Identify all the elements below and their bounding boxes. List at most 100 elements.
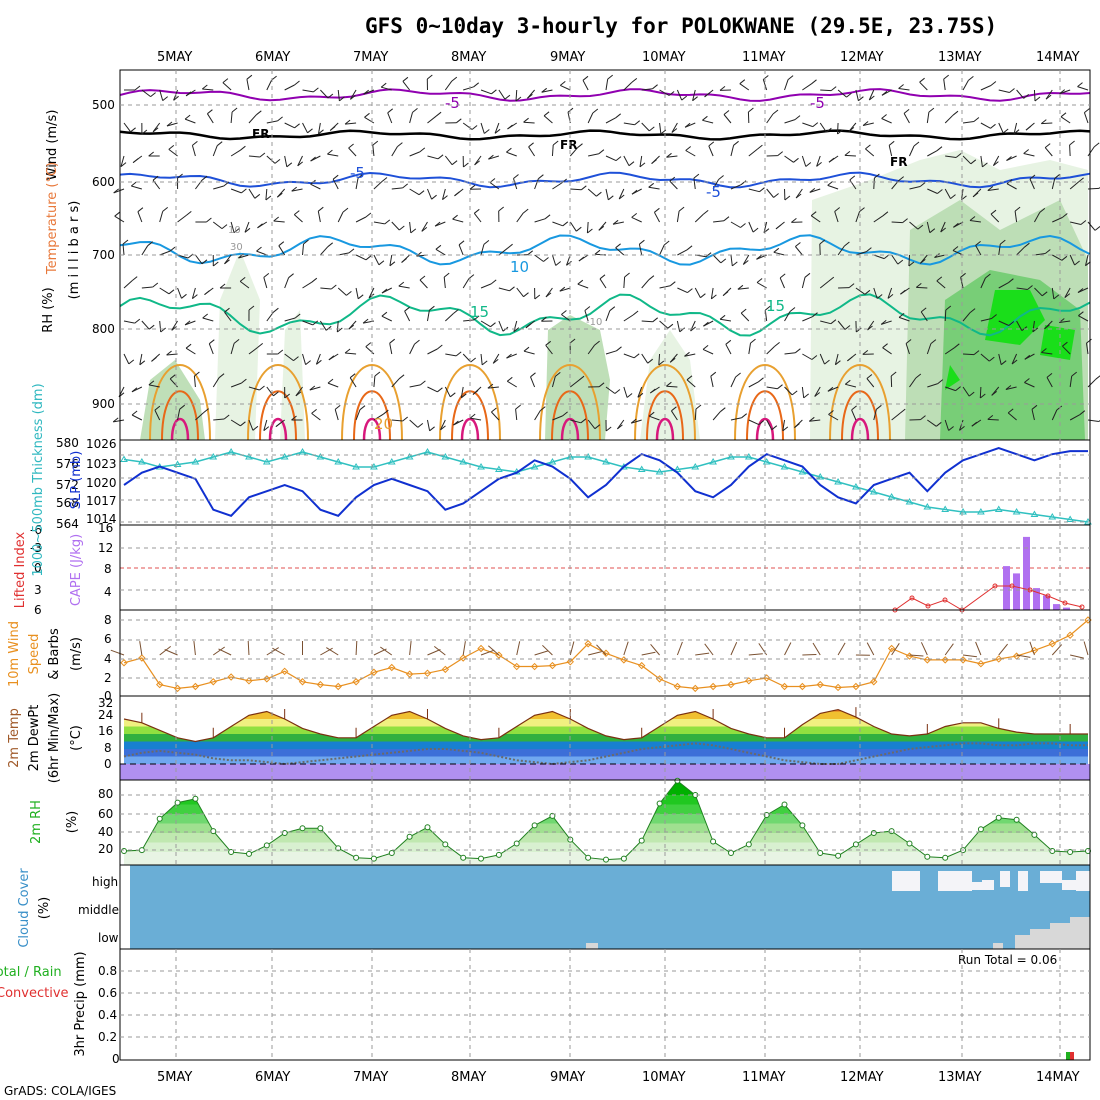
wind-barb xyxy=(641,88,653,91)
wind-barb-flag xyxy=(483,240,490,245)
wind-barb-flag xyxy=(223,414,230,420)
wind-barb xyxy=(159,646,172,656)
wind-barb xyxy=(1052,217,1063,223)
pressure-tick: 600 xyxy=(92,175,115,189)
wind-barb xyxy=(193,641,196,656)
wind-barb xyxy=(319,246,329,256)
wind-barb xyxy=(926,343,932,355)
wind-barb xyxy=(587,112,594,124)
wind-barb xyxy=(171,320,178,331)
wind-barb xyxy=(1086,343,1089,355)
rh-band xyxy=(124,833,1088,843)
wind-barb xyxy=(962,386,970,397)
wind-barb-flag xyxy=(1077,288,1084,293)
wind-barb-flag xyxy=(1041,291,1048,297)
thickness-point xyxy=(691,463,700,470)
wind-barb xyxy=(1062,345,1071,355)
wind-speed-point xyxy=(637,661,646,670)
rh-point xyxy=(246,850,252,857)
wind-barb xyxy=(748,221,754,233)
wind-barb xyxy=(364,116,375,124)
wind-barb xyxy=(266,647,279,656)
wind-barb-flag xyxy=(451,76,458,82)
rh-point xyxy=(995,814,1002,821)
wind-barb xyxy=(1069,181,1079,190)
rh-point xyxy=(478,855,484,862)
wind-barb xyxy=(1031,409,1035,421)
wind-barb xyxy=(773,251,785,256)
wind-barb-flag xyxy=(973,350,980,355)
wind-barb xyxy=(139,641,143,656)
wind-speed-point xyxy=(852,682,860,691)
wind-barb-flag xyxy=(147,241,154,247)
wind-barb xyxy=(873,409,877,421)
wind-barb xyxy=(317,211,321,223)
label-thickness: 1000~500mb Thickness (dm) xyxy=(31,383,46,576)
wind-barb-flag xyxy=(224,307,230,313)
wind-barb-flag xyxy=(491,89,497,95)
rh-point xyxy=(281,830,288,836)
wind-barb-flag xyxy=(741,413,748,419)
wind-barb xyxy=(302,281,313,289)
wind-barb-flag xyxy=(876,404,882,410)
wind-barb xyxy=(641,279,650,289)
wind-barb-flag xyxy=(311,409,317,414)
cape-tick: 16 xyxy=(98,521,113,535)
wind-barb-flag xyxy=(830,86,837,91)
rh-blob xyxy=(945,365,960,390)
temp-tick: 0 xyxy=(104,757,112,771)
wind-barb-flag xyxy=(837,129,843,135)
wind-barb-flag xyxy=(1078,311,1084,317)
wind-barb-flag xyxy=(881,90,888,96)
rh-point xyxy=(353,854,360,861)
wind-barb xyxy=(368,287,375,299)
thickness-point xyxy=(1048,513,1057,520)
cloud-clear xyxy=(1000,871,1010,887)
wind-barb-flag xyxy=(389,338,396,344)
contour-30 xyxy=(460,418,480,441)
wind-barb-flag xyxy=(328,355,335,361)
wind-barb xyxy=(365,346,375,355)
wind-barb-flag xyxy=(440,425,446,431)
temp-band xyxy=(124,726,1088,734)
wind-barb xyxy=(631,216,642,223)
wind-barb xyxy=(855,251,867,256)
wind-barb-flag xyxy=(473,208,480,214)
wind-barb xyxy=(516,287,524,298)
cloud-clear xyxy=(1018,871,1028,891)
wind-barb xyxy=(730,376,737,388)
wind-barb-flag xyxy=(562,221,569,227)
wind-barb-flag xyxy=(554,372,561,377)
wind-barb-flag xyxy=(246,74,253,80)
wind-barb xyxy=(559,287,571,292)
wind-barb xyxy=(1016,654,1031,658)
wind-barb-flag xyxy=(700,293,706,299)
wind-speed-point xyxy=(459,654,467,662)
wind-barb-flag xyxy=(160,327,167,333)
wind-barb xyxy=(154,409,161,421)
wind-barb-flag xyxy=(1080,220,1087,225)
temp-tick: 24 xyxy=(98,708,113,722)
wind-barb-flag xyxy=(131,410,138,416)
wind-barb-flag xyxy=(437,387,443,393)
wind-barb-flag xyxy=(594,249,601,255)
wind-barb xyxy=(802,654,817,656)
wind-barb xyxy=(927,188,938,194)
wind-barb-flag xyxy=(828,276,835,282)
wind-barb-flag xyxy=(897,259,904,265)
wind-barb xyxy=(980,85,992,91)
wind-barb xyxy=(962,312,971,322)
wind-barb-flag xyxy=(543,111,550,117)
rh-point xyxy=(370,855,377,862)
wind-barb xyxy=(1034,212,1041,223)
wind-barb xyxy=(534,178,539,190)
wind-barb xyxy=(1033,89,1036,102)
wind-barb xyxy=(391,378,400,388)
thickness-point xyxy=(298,448,307,455)
wind-barb xyxy=(488,155,500,160)
wind-barb-flag xyxy=(719,407,726,413)
wind-speed-point xyxy=(513,662,521,671)
cape-tick: 4 xyxy=(104,585,112,599)
wind-speed-point xyxy=(584,640,592,648)
rh-point xyxy=(728,850,734,856)
